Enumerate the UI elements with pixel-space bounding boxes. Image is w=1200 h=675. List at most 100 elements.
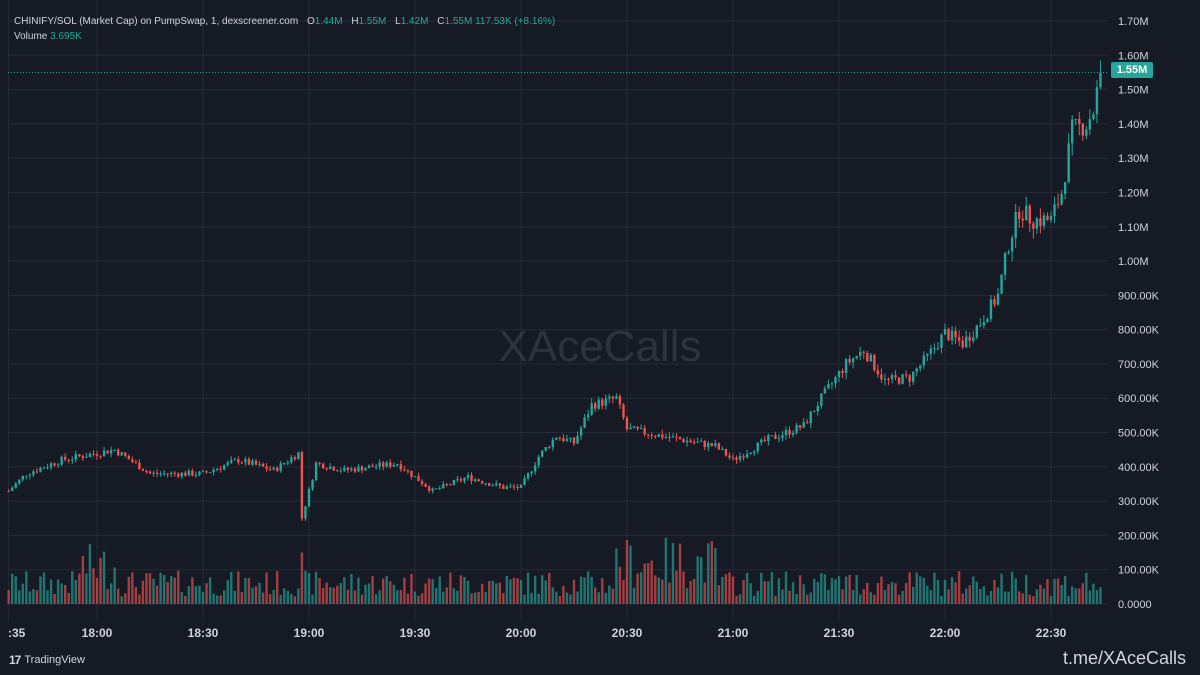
volume-bar [46, 590, 49, 604]
volume-bar [661, 579, 664, 604]
candle-body [703, 440, 706, 448]
volume-bar [647, 563, 650, 604]
volume-bar [237, 571, 240, 604]
candle-body [498, 483, 501, 486]
candle-body [177, 473, 180, 477]
candle-body [442, 484, 445, 489]
volume-bar [1053, 578, 1056, 604]
volume-bar [459, 575, 463, 604]
volume-bar [901, 591, 904, 604]
candle-body [791, 432, 795, 435]
candle-body [901, 374, 904, 384]
volume-bar [912, 586, 915, 604]
candle-body [922, 355, 925, 366]
volume-bar [109, 583, 113, 604]
y-tick-label: 100.00K [1118, 565, 1160, 577]
y-tick-label: 1.20M [1118, 187, 1149, 199]
candle-body [187, 470, 191, 476]
candle-body [929, 348, 933, 354]
candle-body [1014, 211, 1017, 239]
x-tick-label: 20:00 [506, 626, 537, 640]
volume-bar [138, 594, 141, 604]
candle-body [237, 459, 240, 463]
candle-body [654, 436, 657, 438]
volume-bar [615, 548, 618, 604]
volume-bar [512, 577, 516, 604]
candle-body [615, 396, 618, 399]
candle-body [343, 467, 346, 471]
high-label: H [351, 16, 359, 27]
volume-bar [1042, 588, 1046, 604]
candle-body [28, 474, 32, 476]
candle-body [1074, 118, 1077, 120]
candle-body [473, 479, 477, 481]
candle-body [56, 464, 60, 466]
volume-bar [346, 589, 350, 604]
candle-body [745, 454, 749, 458]
volume-bar [982, 586, 986, 604]
volume-bar [897, 594, 901, 604]
candle-body [753, 451, 756, 453]
volume-bar [452, 588, 456, 604]
watermark: XAceCalls [498, 322, 702, 371]
candle-body [537, 456, 540, 466]
volume-bar [533, 575, 537, 604]
candle-body [533, 465, 537, 472]
candle-body [92, 453, 95, 455]
volume-bar [795, 594, 798, 604]
volume-bar [212, 593, 215, 604]
volume-label: Volume [14, 31, 48, 42]
candle-body [258, 463, 261, 465]
candle-body [290, 457, 293, 463]
volume-bar [53, 593, 56, 604]
candle-body [71, 459, 74, 461]
x-tick-label: :35 [8, 626, 26, 640]
candle-body [933, 348, 936, 350]
volume-bar [420, 593, 424, 604]
volume-bar [364, 584, 367, 604]
y-tick-label: 700.00K [1118, 359, 1160, 371]
volume-bar [127, 576, 130, 604]
volume-bar [201, 592, 205, 604]
candle-body [544, 447, 547, 451]
candle-body [943, 329, 947, 335]
volume-bar [208, 577, 212, 604]
volume-bar [519, 579, 523, 604]
candle-body [760, 439, 763, 443]
candle-body [1028, 205, 1031, 224]
candle-body [367, 465, 371, 469]
candle-body [1085, 129, 1088, 136]
candle-body [509, 486, 512, 488]
volume-bar [484, 591, 487, 604]
candle-body [480, 481, 484, 484]
candle-body [389, 462, 392, 467]
volume-bar [162, 574, 166, 604]
volume-bar [505, 575, 509, 604]
candle-body [996, 293, 1000, 305]
y-tick-label: 1.00M [1118, 256, 1149, 268]
candle-body [1039, 218, 1042, 226]
y-tick-label: 1.10M [1118, 222, 1149, 234]
volume-bar [148, 573, 152, 604]
channel-link[interactable]: t.me/XAceCalls [1062, 648, 1186, 668]
candle-body [382, 462, 385, 467]
candle-body [795, 425, 798, 433]
tradingview-logo[interactable]: 17 TradingView [9, 653, 85, 667]
candle-body [657, 434, 660, 437]
volume-bar [594, 587, 597, 604]
y-tick-label: 1.40M [1118, 119, 1149, 131]
x-tick-label: 20:30 [612, 626, 643, 640]
candle-body [138, 462, 141, 470]
candle-body [127, 455, 130, 460]
volume-bar [311, 594, 314, 604]
volume-bar [639, 572, 643, 604]
volume-bar [187, 586, 191, 604]
y-tick-label: 300.00K [1118, 496, 1160, 508]
volume-bar [671, 543, 675, 604]
volume-bar [272, 590, 275, 604]
candle-body [173, 472, 176, 474]
volume-bar [940, 595, 943, 604]
candle-body [205, 471, 208, 473]
